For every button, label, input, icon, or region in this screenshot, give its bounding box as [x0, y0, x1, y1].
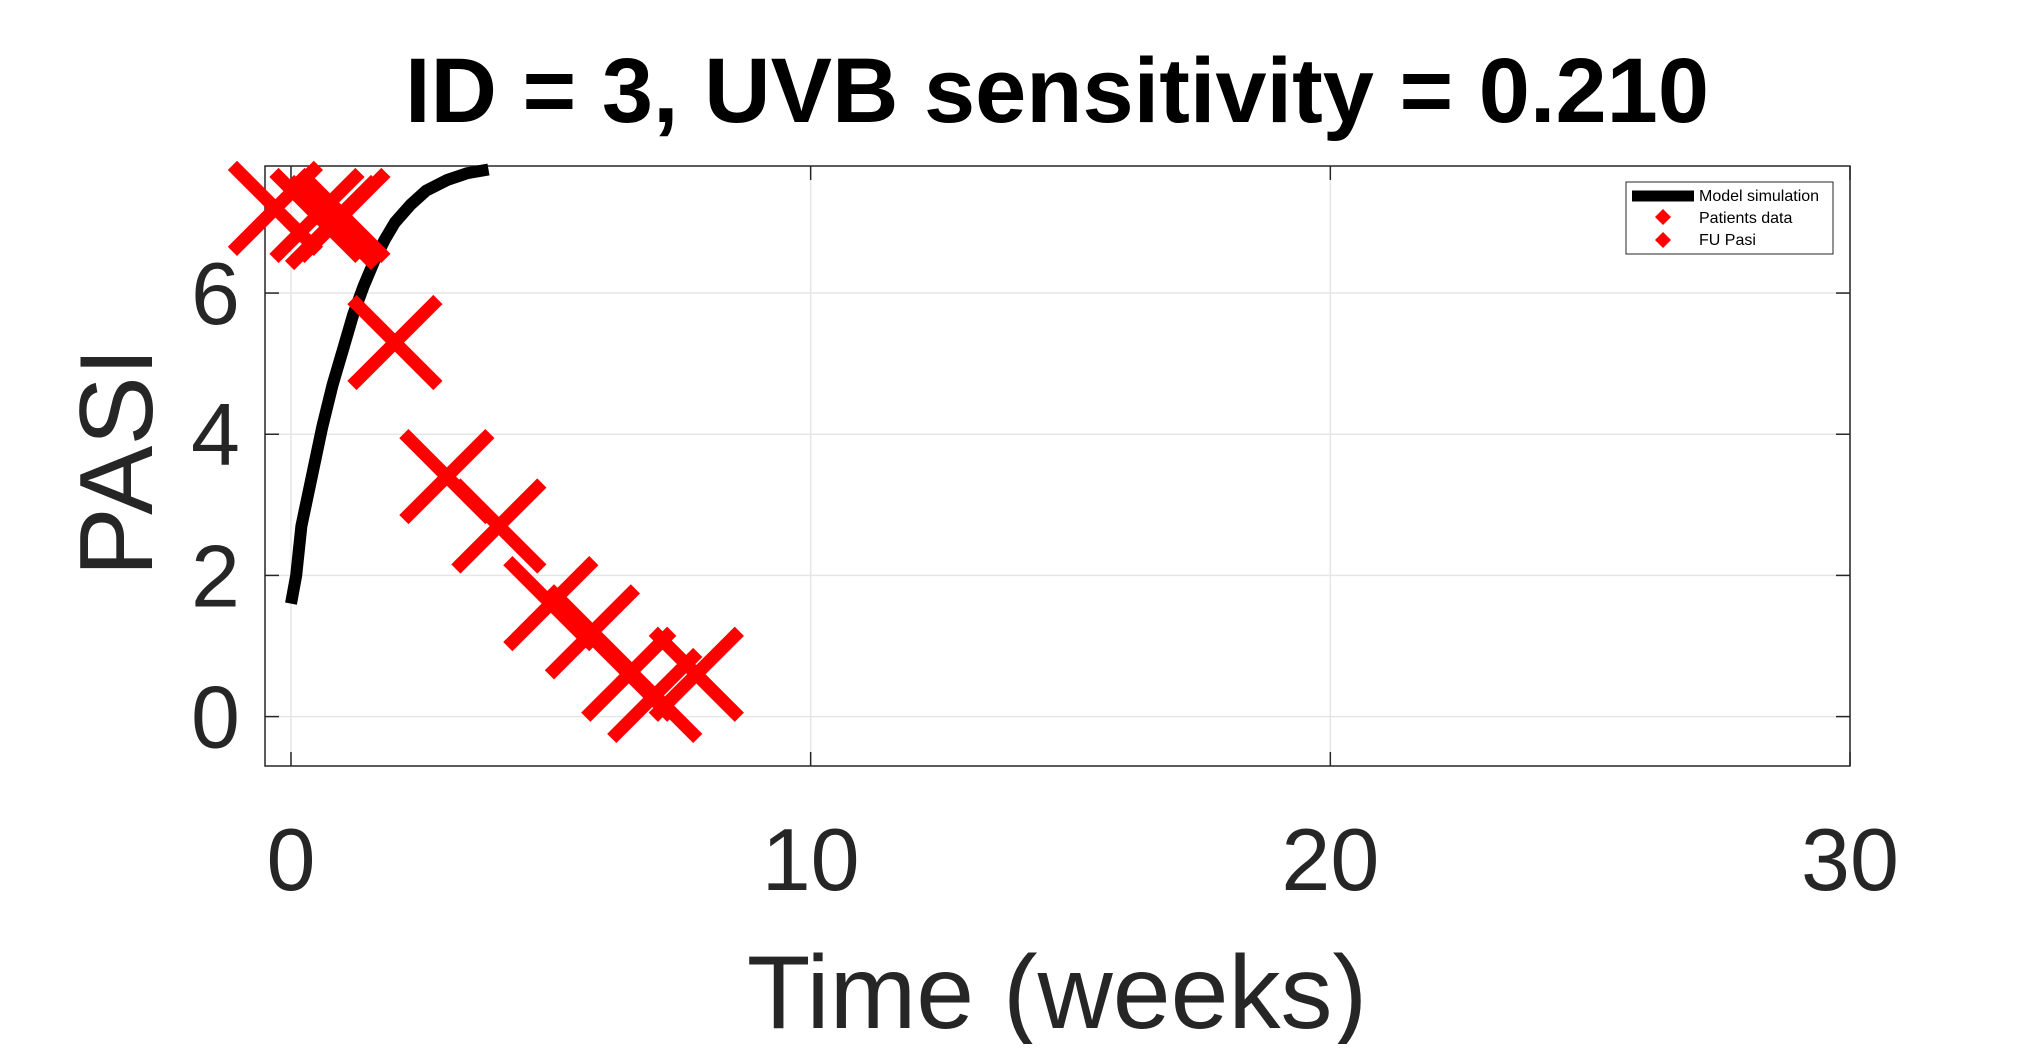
legend-fu-marker-icon — [1655, 232, 1671, 248]
y-axis-label: PASI — [59, 347, 175, 576]
legend-patients-marker-icon — [1655, 209, 1671, 225]
model-simulation-line — [285, 163, 490, 605]
x-tick-label: 20 — [1281, 810, 1379, 909]
legend: Model simulation Patients data FU Pasi — [1625, 181, 1834, 255]
patient-data-marker — [347, 294, 443, 391]
legend-entry-patients: Patients data — [1699, 210, 1793, 227]
y-tick-label: 2 — [191, 526, 240, 625]
chart-title: ID = 3, UVB sensitivity = 0.210 — [405, 40, 1709, 142]
y-tick-label: 6 — [191, 244, 240, 343]
grid-layer — [265, 166, 1851, 766]
patient-data-marker — [295, 167, 391, 264]
x-axis-label: Time (weeks) — [747, 935, 1367, 1044]
legend-entry-fu: FU Pasi — [1699, 232, 1756, 249]
y-tick-label: 4 — [191, 385, 240, 484]
patient-data-marker — [648, 626, 744, 722]
x-tick-label: 0 — [267, 810, 316, 909]
plot-frame — [264, 165, 1851, 767]
legend-entry-model: Model simulation — [1699, 188, 1819, 205]
patient-data-marker — [451, 478, 547, 574]
x-tick-label: 10 — [762, 810, 860, 909]
patient-data-marker — [503, 556, 599, 652]
data-layer — [227, 160, 744, 744]
y-tick-label: 0 — [191, 668, 240, 767]
tick-layer: 0 10 20 30 0 2 4 6 — [191, 166, 1899, 909]
x-tick-label: 30 — [1801, 810, 1899, 909]
